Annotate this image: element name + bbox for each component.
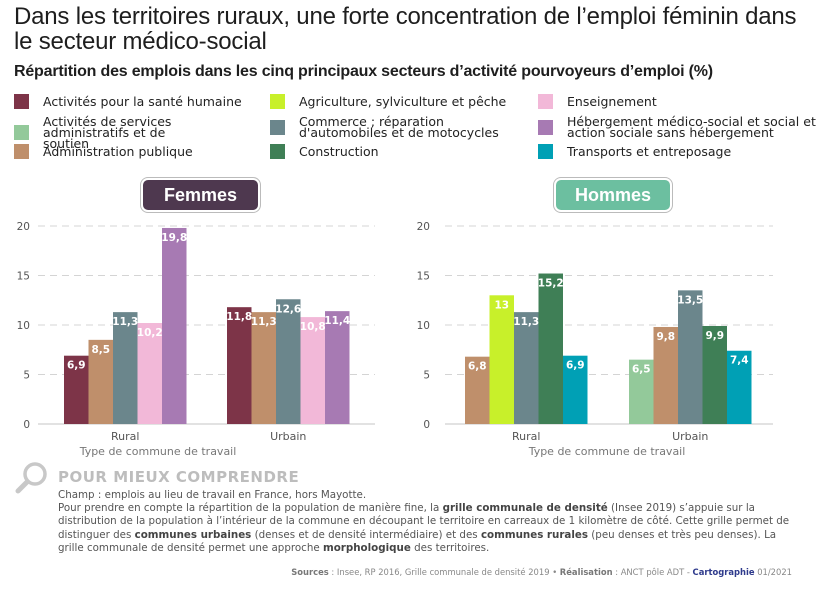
bar-value-label: 6,5: [632, 364, 651, 376]
femmes-chart: 051015206,98,511,310,219,8Rural11,811,31…: [17, 221, 375, 458]
info-text: Champ : emplois au lieu de travail en Fr…: [58, 489, 798, 555]
bar-value-label: 6,9: [67, 360, 86, 372]
bar-value-label: 6,8: [468, 361, 487, 373]
bar: [137, 323, 162, 424]
legend-swatch: [538, 144, 553, 159]
bar: [465, 356, 490, 424]
legend-swatch: [538, 94, 553, 109]
bar-value-label: 11,3: [513, 316, 539, 328]
bar: [653, 326, 678, 424]
legend-swatch: [14, 144, 29, 159]
sources-footer: Sources : Insee, RP 2016, Grille communa…: [291, 567, 792, 577]
legend-label: Enseignement: [567, 94, 657, 109]
hommes-title-badge: Hommes: [556, 180, 670, 210]
legend-item: Enseignement: [538, 94, 657, 109]
bar: [702, 325, 727, 424]
chart-subtitle: Répartition des emplois dans les cinq pr…: [14, 63, 713, 80]
legend-swatch: [538, 119, 553, 135]
bar-value-label: 11,3: [112, 316, 138, 328]
magnifier-icon: [15, 462, 47, 494]
legend-item: Administration publique: [14, 144, 193, 159]
legend: Activités pour la santé humaine Activité…: [0, 89, 824, 169]
bar-value-label: 12,6: [275, 303, 301, 315]
legend-item: Hébergement médico-social et social et a…: [538, 114, 818, 140]
legend-label: Activités de services administratifs et …: [43, 114, 172, 151]
x-category-label: Urbain: [270, 430, 306, 443]
legend-swatch: [14, 125, 29, 140]
bar: [325, 311, 350, 424]
y-tick-label: 15: [417, 271, 430, 283]
bar-value-label: 10,2: [137, 327, 163, 339]
legend-label: Administration publique: [43, 144, 193, 159]
y-tick-label: 5: [423, 370, 430, 382]
bar-value-label: 9,9: [705, 330, 724, 342]
legend-item: Commerce ; réparation d'automobiles et d…: [270, 114, 520, 140]
bar: [727, 350, 752, 424]
x-category-label: Urbain: [672, 430, 708, 443]
bar-value-label: 13: [494, 299, 509, 311]
bar: [629, 359, 654, 424]
bar-value-label: 11,3: [251, 316, 277, 328]
bar: [251, 312, 276, 424]
legend-label: Transports et entreposage: [567, 144, 732, 159]
bar: [227, 307, 252, 424]
bar: [113, 312, 138, 424]
x-category-label: Rural: [111, 430, 139, 443]
bar-value-label: 15,2: [538, 278, 564, 290]
bar: [538, 273, 563, 424]
bar-value-label: 11,8: [226, 311, 252, 323]
bar: [678, 290, 703, 424]
legend-swatch: [270, 119, 285, 135]
bar: [88, 339, 113, 424]
x-axis-title: Type de commune de travail: [528, 445, 686, 458]
info-scope: Champ : emplois au lieu de travail en Fr…: [58, 489, 367, 501]
chart-title: Dans les territoires ruraux, une forte c…: [14, 3, 797, 55]
legend-item: Transports et entreposage: [538, 144, 731, 159]
y-tick-label: 0: [23, 419, 30, 431]
legend-swatch: [14, 94, 29, 109]
info-title: POUR MIEUX COMPRENDRE: [58, 468, 300, 486]
legend-swatch: [270, 94, 285, 109]
y-tick-label: 20: [417, 221, 430, 233]
legend-item: Activités de services administratifs et …: [14, 114, 214, 151]
legend-item: Agriculture, sylviculture et pêche: [270, 94, 506, 109]
y-tick-label: 5: [23, 370, 30, 382]
legend-label: Commerce ; réparation d'automobiles et d…: [299, 114, 499, 140]
hommes-chart: 0 5 10 15 20 6,8 13 11,3 15,2 6,9 Rural 6,5 9,8 13,5 9…: [417, 221, 773, 458]
bar-value-label: 10,8: [300, 321, 326, 333]
bar: [300, 317, 325, 424]
x-category-label: Rural: [512, 430, 540, 443]
bar: [162, 227, 187, 424]
legend-label: Agriculture, sylviculture et pêche: [299, 94, 507, 109]
legend-label: Hébergement médico-social et social et a…: [567, 114, 816, 140]
legend-item: Activités pour la santé humaine: [14, 94, 242, 109]
bar: [563, 355, 588, 424]
bar-value-label: 9,8: [656, 331, 675, 343]
legend-swatch: [270, 144, 285, 159]
bar-value-label: 8,5: [91, 344, 110, 356]
info-paragraph: Pour prendre en compte la répartition de…: [58, 502, 790, 554]
bar: [276, 299, 301, 424]
femmes-title-badge: Femmes: [143, 180, 258, 210]
legend-label: Activités pour la santé humaine: [43, 94, 242, 109]
y-tick-label: 15: [17, 271, 30, 283]
y-tick-label: 0: [423, 419, 430, 431]
bar-value-label: 7,4: [730, 355, 749, 367]
y-tick-label: 10: [417, 320, 430, 332]
bar-value-label: 11,4: [324, 315, 350, 327]
bar-value-label: 13,5: [677, 294, 703, 306]
x-axis-title: Type de commune de travail: [79, 445, 237, 458]
bar: [514, 312, 539, 424]
y-tick-label: 20: [17, 221, 30, 233]
bar: [64, 355, 89, 424]
bar-value-label: 6,9: [566, 360, 585, 372]
legend-item: Construction: [270, 144, 379, 159]
bar: [489, 295, 514, 424]
legend-label: Construction: [299, 144, 379, 159]
y-tick-label: 10: [17, 320, 30, 332]
bar-value-label: 19,8: [161, 232, 187, 244]
